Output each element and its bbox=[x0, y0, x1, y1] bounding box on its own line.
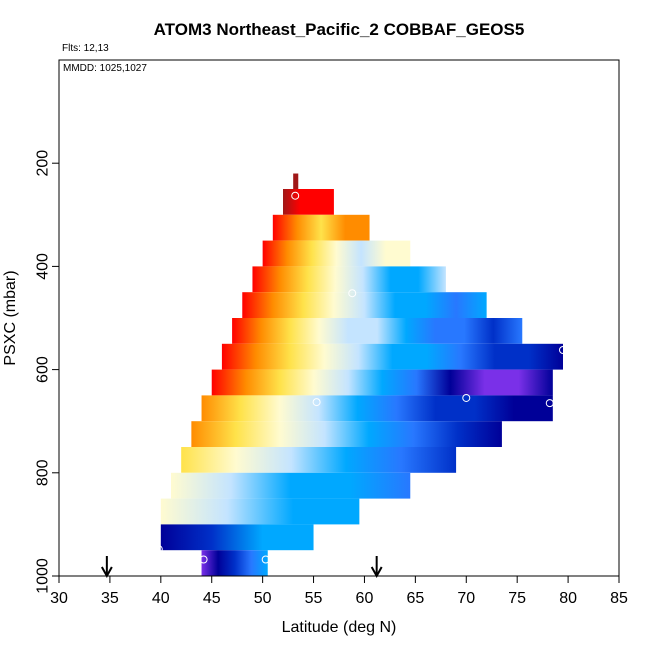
x-tick-label: 65 bbox=[406, 590, 424, 607]
x-tick-label: 85 bbox=[610, 590, 628, 607]
heatmap-row bbox=[252, 266, 446, 293]
x-tick-label: 75 bbox=[508, 590, 526, 607]
heatmap-row bbox=[272, 214, 370, 241]
x-tick-label: 40 bbox=[152, 590, 170, 607]
latitude-arrow bbox=[100, 556, 113, 579]
x-tick-label: 55 bbox=[305, 590, 323, 607]
y-tick-label: 600 bbox=[35, 356, 52, 383]
x-axis-label: Latitude (deg N) bbox=[282, 619, 397, 636]
data-point bbox=[261, 555, 270, 564]
data-point bbox=[545, 399, 554, 408]
x-tick-label: 80 bbox=[559, 590, 577, 607]
flights-note: Flts: 12,13 bbox=[62, 43, 109, 54]
data-point bbox=[559, 345, 567, 354]
x-tick-label: 70 bbox=[457, 590, 475, 607]
heatmap-row bbox=[181, 447, 457, 473]
heatmap-row bbox=[242, 292, 487, 318]
heatmap-row bbox=[283, 189, 334, 215]
x-tick-label: 30 bbox=[50, 590, 68, 607]
y-axis-label: PSXC (mbar) bbox=[2, 270, 19, 365]
point-markers bbox=[154, 191, 567, 564]
x-tick-label: 35 bbox=[101, 590, 119, 607]
heatmap-row bbox=[232, 318, 523, 344]
heatmap-row bbox=[221, 343, 563, 370]
x-axis: 30 35 40 45 50 55 60 65 70 75 80 85 bbox=[50, 575, 628, 607]
y-tick-label: 200 bbox=[35, 150, 52, 177]
data-point bbox=[199, 555, 208, 564]
y-tick-label: 1000 bbox=[35, 558, 52, 594]
data-point bbox=[154, 545, 163, 554]
data-point bbox=[312, 398, 321, 407]
dates-note: MMDD: 1025,1027 bbox=[63, 63, 147, 74]
y-tick-label: 400 bbox=[35, 253, 52, 280]
y-axis: 200 400 600 800 1000 bbox=[35, 150, 60, 594]
heatmap-row bbox=[201, 395, 553, 422]
data-point bbox=[462, 393, 471, 402]
heatmap-layer bbox=[160, 173, 563, 576]
heatmap-row bbox=[201, 550, 268, 576]
x-tick-label: 45 bbox=[203, 590, 221, 607]
x-tick-label: 50 bbox=[254, 590, 272, 607]
heatmap-row bbox=[160, 524, 314, 551]
y-tick-label: 800 bbox=[35, 459, 52, 486]
heatmap-row bbox=[160, 498, 360, 525]
heatmap-row bbox=[191, 421, 502, 447]
data-point bbox=[291, 191, 300, 200]
data-point bbox=[348, 289, 357, 298]
heatmap-row bbox=[262, 240, 411, 267]
latitude-arrow bbox=[370, 556, 383, 579]
heatmap-row bbox=[211, 369, 553, 396]
chart-title: ATOM3 Northeast_Pacific_2 COBBAF_GEOS5 bbox=[154, 20, 525, 39]
heatmap-row bbox=[171, 472, 411, 499]
heatmap-row bbox=[293, 173, 299, 189]
x-tick-label: 60 bbox=[356, 590, 374, 607]
